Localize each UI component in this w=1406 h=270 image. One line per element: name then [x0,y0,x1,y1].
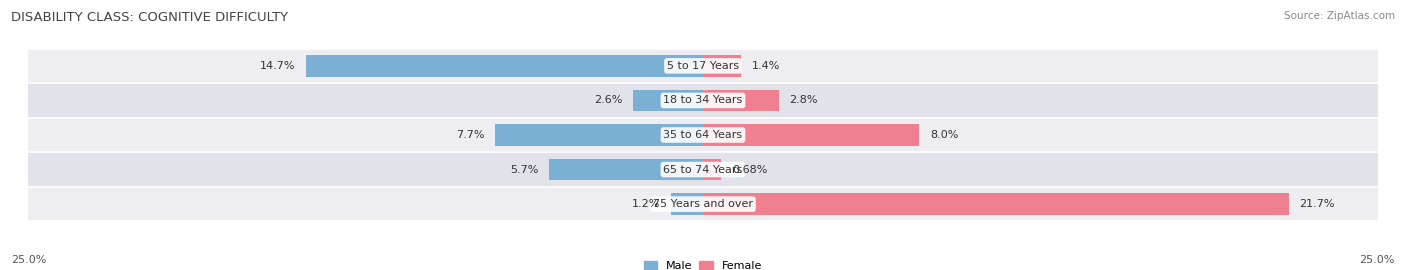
Bar [28,83,1378,118]
Bar [703,159,721,180]
Text: 1.2%: 1.2% [631,199,659,209]
Bar [550,159,703,180]
Text: 65 to 74 Years: 65 to 74 Years [664,164,742,175]
Bar [671,193,703,215]
Bar [633,90,703,111]
Text: 2.6%: 2.6% [593,95,621,106]
Text: 5 to 17 Years: 5 to 17 Years [666,61,740,71]
Bar [703,55,741,77]
Text: Source: ZipAtlas.com: Source: ZipAtlas.com [1284,11,1395,21]
Text: 0.68%: 0.68% [733,164,768,175]
Text: 35 to 64 Years: 35 to 64 Years [664,130,742,140]
Text: 5.7%: 5.7% [510,164,538,175]
Text: DISABILITY CLASS: COGNITIVE DIFFICULTY: DISABILITY CLASS: COGNITIVE DIFFICULTY [11,11,288,24]
Text: 21.7%: 21.7% [1299,199,1336,209]
Text: 25.0%: 25.0% [1360,255,1395,265]
Text: 75 Years and over: 75 Years and over [652,199,754,209]
Text: 8.0%: 8.0% [929,130,957,140]
Text: 18 to 34 Years: 18 to 34 Years [664,95,742,106]
Bar [28,118,1378,152]
Bar [307,55,703,77]
Text: 2.8%: 2.8% [789,95,818,106]
Text: 7.7%: 7.7% [456,130,484,140]
Bar [28,49,1378,83]
Text: 1.4%: 1.4% [752,61,780,71]
Bar [495,124,703,146]
Bar [28,187,1378,221]
Text: 25.0%: 25.0% [11,255,46,265]
Legend: Male, Female: Male, Female [644,261,762,270]
Bar [28,152,1378,187]
Bar [703,124,920,146]
Text: 14.7%: 14.7% [260,61,295,71]
Bar [703,193,1289,215]
Bar [703,90,779,111]
